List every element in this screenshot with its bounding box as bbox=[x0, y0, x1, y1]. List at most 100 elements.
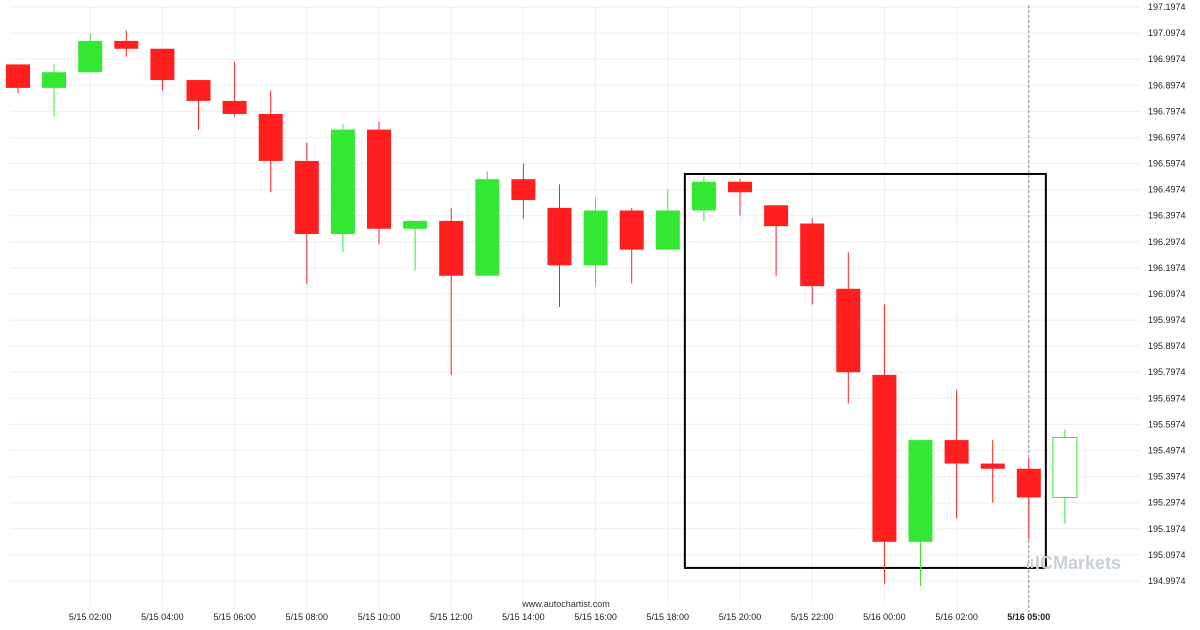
candle bbox=[439, 207, 464, 375]
candle bbox=[691, 176, 716, 221]
candle bbox=[150, 48, 175, 91]
candle-body bbox=[980, 463, 1005, 469]
candle bbox=[1052, 429, 1078, 524]
candle-body bbox=[728, 181, 752, 193]
candle bbox=[872, 304, 897, 584]
x-tick-label: 5/15 22:00 bbox=[791, 612, 834, 622]
y-tick-label: 196.4974 bbox=[1148, 185, 1186, 195]
y-tick-label: 195.6974 bbox=[1148, 393, 1186, 403]
y-tick-label: 197.1974 bbox=[1148, 2, 1186, 12]
y-tick-label: 196.2974 bbox=[1148, 237, 1186, 247]
y-tick-label: 195.2974 bbox=[1148, 498, 1186, 508]
x-tick-label: 5/15 20:00 bbox=[719, 612, 762, 622]
candle bbox=[619, 207, 644, 284]
candle-body bbox=[258, 113, 283, 161]
y-tick-label: 194.9974 bbox=[1148, 576, 1186, 586]
candle bbox=[908, 440, 933, 587]
brand-logo-text: ICMarkets bbox=[1035, 553, 1121, 573]
y-tick-label: 195.4974 bbox=[1148, 446, 1186, 456]
candle-body bbox=[655, 210, 680, 250]
y-tick-label: 195.1974 bbox=[1148, 524, 1186, 534]
y-tick-label: 196.8974 bbox=[1148, 80, 1186, 90]
candle bbox=[78, 33, 103, 73]
brand-logo-bar-1 bbox=[1027, 562, 1029, 568]
y-tick-label: 195.7974 bbox=[1148, 367, 1186, 377]
candle bbox=[944, 390, 969, 519]
y-tick-label: 195.3974 bbox=[1148, 472, 1186, 482]
candle bbox=[294, 142, 319, 284]
watermark: www.autochartist.com bbox=[521, 599, 610, 609]
x-tick-label: 5/15 08:00 bbox=[286, 612, 329, 622]
x-tick-label: 5/16 02:00 bbox=[935, 612, 978, 622]
candles bbox=[6, 30, 1078, 587]
y-tick-label: 196.9974 bbox=[1148, 54, 1186, 64]
y-tick-label: 196.6974 bbox=[1148, 132, 1186, 142]
candle-body bbox=[475, 179, 500, 276]
candle-body bbox=[800, 223, 825, 287]
candle bbox=[1016, 458, 1041, 540]
candle-body bbox=[367, 129, 391, 229]
candle-body bbox=[511, 179, 536, 201]
x-tick-label: 5/15 02:00 bbox=[69, 612, 112, 622]
candle-body bbox=[583, 210, 608, 266]
x-axis: 5/15 02:00 5/15 04:00 5/15 06:00 5/15 08:00… bbox=[69, 612, 1050, 622]
candle-body bbox=[222, 100, 247, 114]
candle-body bbox=[439, 220, 464, 276]
x-tick-label: 5/15 06:00 bbox=[213, 612, 256, 622]
candle bbox=[980, 440, 1005, 503]
candle-body bbox=[691, 181, 716, 211]
candle-body bbox=[547, 207, 572, 266]
candle-body bbox=[908, 440, 933, 542]
x-tick-label: 5/16 00:00 bbox=[863, 612, 906, 622]
x-tick-label: 5/15 12:00 bbox=[430, 612, 473, 622]
y-tick-label: 195.8974 bbox=[1148, 341, 1186, 351]
candle-body bbox=[619, 210, 644, 250]
candle-body bbox=[42, 72, 67, 88]
candle bbox=[655, 189, 680, 250]
y-tick-label: 195.9974 bbox=[1148, 315, 1186, 325]
candle-body bbox=[6, 64, 30, 88]
candle-body bbox=[944, 440, 969, 464]
candle-body bbox=[186, 80, 211, 101]
candle bbox=[583, 197, 608, 287]
y-tick-label: 196.3974 bbox=[1148, 211, 1186, 221]
x-tick-label: 5/15 16:00 bbox=[574, 612, 617, 622]
candle-body bbox=[872, 374, 897, 542]
candle bbox=[222, 61, 247, 117]
x-tick-label: 5/15 10:00 bbox=[358, 612, 401, 622]
candle bbox=[475, 171, 500, 276]
candle bbox=[511, 163, 536, 219]
highlight-box-layer bbox=[683, 172, 1047, 569]
candle-body bbox=[330, 129, 355, 234]
y-tick-label: 195.0974 bbox=[1148, 550, 1186, 560]
candle bbox=[800, 218, 825, 305]
candle bbox=[764, 205, 789, 276]
grid bbox=[10, 6, 1140, 606]
x-tick-label: 5/15 04:00 bbox=[141, 612, 184, 622]
candle-body bbox=[1052, 436, 1078, 498]
x-tick-label: 5/15 14:00 bbox=[502, 612, 545, 622]
x-tick-label: 5/15 18:00 bbox=[647, 612, 690, 622]
candle-body bbox=[764, 205, 789, 227]
brand-logo-bar-2 bbox=[1031, 559, 1033, 568]
brand-logo: ICMarkets bbox=[1027, 553, 1121, 573]
candle-body bbox=[403, 220, 428, 229]
candle bbox=[258, 90, 283, 193]
candle-body bbox=[78, 40, 103, 73]
candle bbox=[367, 121, 391, 245]
candle bbox=[114, 30, 139, 57]
candle bbox=[186, 80, 211, 130]
candle-body bbox=[114, 40, 139, 49]
candle-body bbox=[150, 48, 175, 81]
y-tick-label: 197.0974 bbox=[1148, 28, 1186, 38]
candle bbox=[836, 252, 861, 404]
candle bbox=[547, 184, 572, 308]
candle-body bbox=[836, 288, 861, 373]
candle-body bbox=[1016, 468, 1041, 498]
pattern-highlight-box bbox=[683, 172, 1047, 569]
candle bbox=[6, 64, 30, 94]
y-axis: 197.1974 197.0974 196.9974 196.8974 196.7974… bbox=[1148, 2, 1186, 586]
candle bbox=[728, 179, 752, 216]
